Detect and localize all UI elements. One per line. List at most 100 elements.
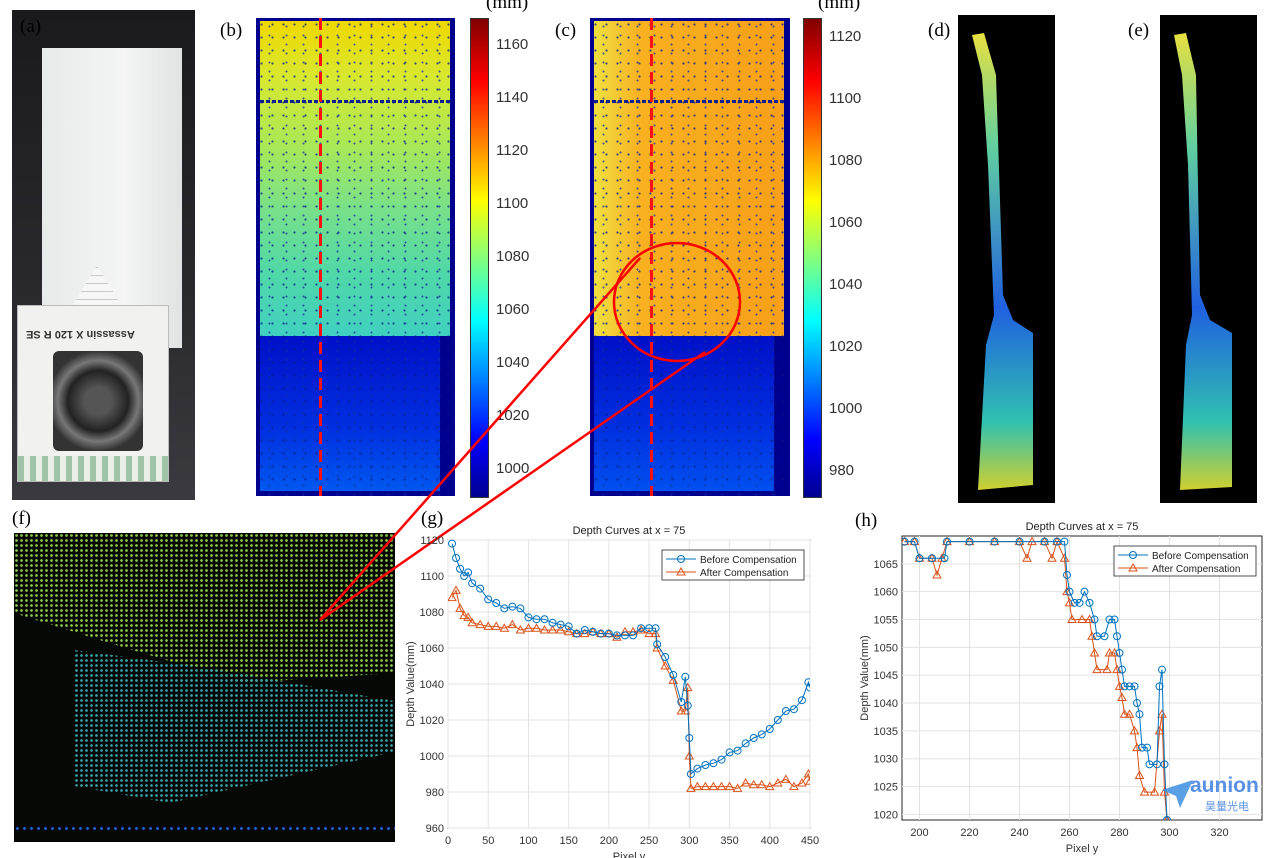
data-point-circle [1135,710,1144,719]
side-view-before [958,15,1055,503]
data-point-circle [580,626,589,634]
colorbar-b [470,18,489,498]
data-point-circle [1120,682,1129,691]
colorbar-tick-label: 1160 [496,35,529,53]
chart-title: Depth Curves at x = 75 [1026,521,1139,533]
x-tick-label: 150 [559,835,577,847]
data-point-circle [604,629,613,638]
data-point-circle [1125,682,1134,691]
data-point-triangle [964,536,975,546]
data-point-circle [965,537,974,546]
data-point-triangle [507,619,518,629]
y-tick-label: 1055 [874,615,898,627]
colorbar-tick-label: 1120 [496,141,529,159]
x-tick-label: 300 [680,835,698,847]
colorbar-tick-label: 1100 [496,194,529,212]
data-point-circle [1158,665,1166,674]
colorbar-tick-label: 980 [829,462,855,480]
data-point-triangle [1014,536,1025,546]
panel-label-f: (f) [12,508,31,529]
data-point-triangle [1059,553,1070,562]
legend-marker-circle [1129,551,1137,559]
colorbar-tick-label: 1040 [829,275,863,293]
data-point-triangle [1149,787,1160,796]
colorbar-c-unit: (mm) [818,0,861,13]
data-point-circle [645,624,654,633]
data-point-triangle [1164,814,1170,820]
data-point-triangle [1047,553,1057,562]
data-point-triangle [448,592,457,602]
panel-label-a: (a) [20,16,42,37]
data-point-triangle [1124,709,1135,718]
data-point-circle [572,629,581,638]
data-point-triangle [716,781,727,791]
data-point-triangle [1129,725,1140,735]
x-tick-label: 100 [519,835,537,847]
data-point-circle [733,746,742,755]
data-point-triangle [1157,709,1167,718]
legend-marker-circle [677,555,685,563]
data-point-circle [1130,682,1139,691]
legend-box [1113,545,1257,577]
x-tick-label: 280 [1110,827,1128,839]
colorbar-b-unit: (mm) [486,0,529,13]
data-point-circle [725,748,734,757]
data-point-circle [532,615,541,624]
y-tick-label: 1040 [874,698,898,710]
x-axis-label: Pixel y [613,851,646,858]
horizontal-seam [594,100,784,103]
data-point-circle [709,759,718,768]
data-point-circle [806,683,810,692]
data-point-circle [1040,537,1049,546]
data-point-circle [492,599,501,607]
data-point-circle [612,631,621,640]
data-point-circle [757,730,766,739]
colorbar-tick-label: 1060 [496,301,530,319]
data-point-circle [797,696,806,705]
x-tick-label: 240 [1010,827,1028,839]
data-point-triangle [555,624,566,634]
panel-label-d: (d) [928,20,951,41]
product-box: Assassin X 120 R SE [17,305,169,482]
colorbar-tick-label: 1000 [496,460,530,478]
y-axis-label: Depth Value(mm) [859,635,871,720]
data-point-circle [1105,615,1114,624]
panel-label-g: (g) [421,508,444,529]
data-point-circle [1015,537,1024,546]
data-point-triangle [756,779,767,789]
data-point-circle [464,568,473,577]
data-point-circle [686,770,695,778]
legend-label: Before Compensation [1152,551,1249,562]
colorbar-tick-label: 1020 [496,407,530,425]
watermark-logo: aunion 昊量光电 [1160,774,1265,816]
panel-label-b: (b) [220,20,243,41]
colorbar-tick-label: 1000 [829,400,863,418]
data-point-circle [1070,598,1079,607]
data-point-circle [651,624,660,633]
data-point-circle [717,755,726,764]
data-point-triangle [644,628,654,638]
box-text: Assassin X 120 R SE [26,328,135,340]
data-point-circle [1090,615,1099,624]
data-point-triangle [1139,787,1150,796]
data-point-circle [1115,648,1124,657]
data-point-circle [1065,587,1074,596]
data-point-triangle [1039,536,1050,546]
y-tick-label: 960 [426,823,444,835]
point-cloud-zoom [14,533,395,842]
data-point-circle [1075,598,1084,607]
data-point-circle [540,615,549,624]
colorbar-tick-label: 1140 [496,88,529,106]
series-before [448,539,810,778]
depth-noise [256,18,455,496]
data-point-circle [508,602,517,611]
data-point-circle [564,622,573,631]
data-point-circle [765,725,774,733]
y-tick-label: 1000 [420,751,444,763]
data-point-triangle [772,777,783,787]
depth-map-before [256,18,455,496]
data-point-circle [915,554,924,563]
data-point-triangle [1104,647,1115,657]
data-point-circle [685,734,694,742]
data-point-triangle [1117,692,1127,701]
